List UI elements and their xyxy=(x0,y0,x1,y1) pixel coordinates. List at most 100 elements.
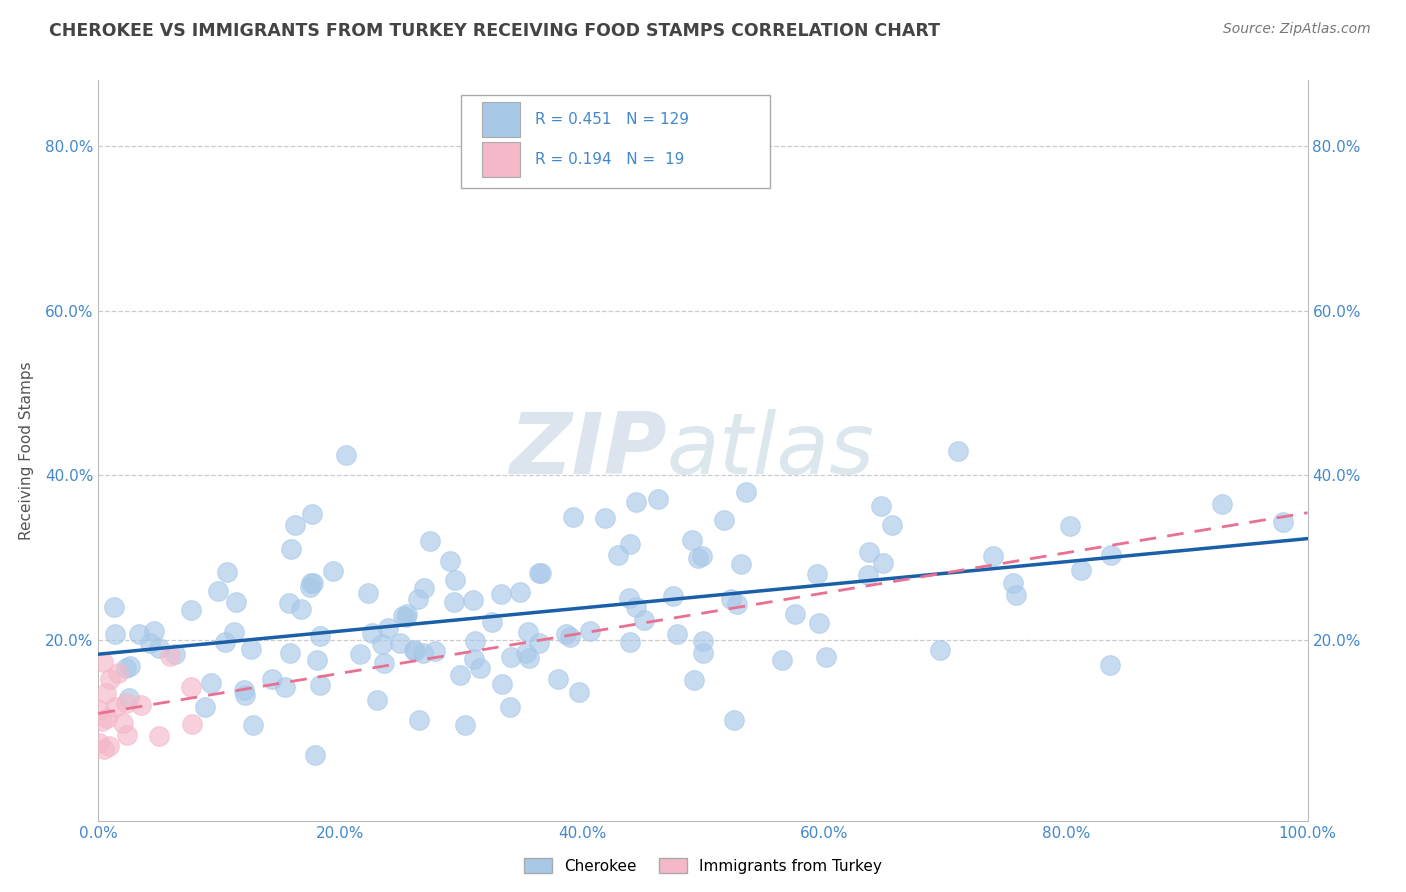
Point xyxy=(681,533,703,547)
Point xyxy=(439,554,461,568)
Point xyxy=(232,682,254,697)
Point xyxy=(111,716,134,731)
Point xyxy=(240,641,263,656)
Point xyxy=(619,635,641,649)
Point xyxy=(118,691,141,706)
Point xyxy=(619,537,641,551)
Point xyxy=(114,696,136,710)
Point xyxy=(1099,658,1122,673)
Point xyxy=(406,592,429,607)
Point xyxy=(139,636,162,650)
Point xyxy=(626,600,648,615)
Point xyxy=(225,595,247,609)
Point xyxy=(683,673,706,687)
Point xyxy=(274,680,297,694)
Point xyxy=(491,677,513,691)
Point xyxy=(394,609,416,624)
Point xyxy=(470,661,492,675)
Point xyxy=(222,624,245,639)
Point xyxy=(730,558,752,572)
Point xyxy=(262,672,284,686)
Point xyxy=(405,644,427,658)
Point xyxy=(1099,549,1122,563)
Point xyxy=(560,630,582,644)
Point xyxy=(91,714,114,728)
Point xyxy=(723,713,745,727)
Point xyxy=(200,676,222,690)
Point xyxy=(807,615,830,630)
Point xyxy=(690,549,713,563)
Point xyxy=(93,741,115,756)
Point xyxy=(529,566,551,580)
Point xyxy=(633,613,655,627)
Bar xyxy=(482,142,520,178)
Point xyxy=(377,621,399,635)
Point xyxy=(527,636,550,650)
Point xyxy=(163,647,186,661)
Point xyxy=(517,625,540,640)
Point xyxy=(98,739,121,754)
Point xyxy=(619,591,641,606)
Point xyxy=(491,586,513,600)
Point xyxy=(661,590,683,604)
Point xyxy=(713,513,735,527)
Point xyxy=(686,550,709,565)
Point xyxy=(412,646,434,660)
Point xyxy=(783,607,806,621)
Point xyxy=(107,665,129,680)
Point xyxy=(207,583,229,598)
Point xyxy=(304,748,326,763)
Point xyxy=(423,644,446,658)
Point xyxy=(148,640,170,655)
Point xyxy=(1211,497,1233,511)
Point xyxy=(302,575,325,590)
Point xyxy=(1070,563,1092,577)
Point xyxy=(464,633,486,648)
Point xyxy=(104,699,127,714)
Point xyxy=(1002,576,1025,591)
Point xyxy=(515,646,537,660)
Point xyxy=(301,508,323,522)
Point xyxy=(278,596,301,610)
Point xyxy=(335,449,357,463)
Legend: Cherokee, Immigrants from Turkey: Cherokee, Immigrants from Turkey xyxy=(517,852,889,880)
Point xyxy=(131,698,153,712)
Point xyxy=(404,642,426,657)
Point xyxy=(554,627,576,641)
Point xyxy=(578,624,600,638)
Point xyxy=(607,548,630,562)
Point xyxy=(870,500,893,514)
Point xyxy=(349,647,371,661)
FancyBboxPatch shape xyxy=(461,95,769,187)
Point xyxy=(444,573,467,587)
Point xyxy=(215,565,238,579)
Y-axis label: Receiving Food Stamps: Receiving Food Stamps xyxy=(18,361,34,540)
Point xyxy=(1059,519,1081,533)
Point xyxy=(366,693,388,707)
Point xyxy=(87,703,110,717)
Point xyxy=(735,484,758,499)
Point xyxy=(882,517,904,532)
Point xyxy=(309,678,332,692)
Point xyxy=(481,615,503,629)
Point xyxy=(361,626,384,640)
Text: Source: ZipAtlas.com: Source: ZipAtlas.com xyxy=(1223,22,1371,37)
Point xyxy=(89,736,111,750)
Bar xyxy=(482,102,520,137)
Point xyxy=(103,600,125,615)
Point xyxy=(194,699,217,714)
Point xyxy=(449,668,471,682)
Point xyxy=(396,607,419,622)
Text: CHEROKEE VS IMMIGRANTS FROM TURKEY RECEIVING FOOD STAMPS CORRELATION CHART: CHEROKEE VS IMMIGRANTS FROM TURKEY RECEI… xyxy=(49,22,941,40)
Point xyxy=(856,568,879,582)
Point xyxy=(290,602,312,616)
Point xyxy=(280,647,302,661)
Point xyxy=(180,680,202,694)
Point xyxy=(280,542,302,557)
Text: atlas: atlas xyxy=(666,409,875,492)
Point xyxy=(501,650,523,665)
Point xyxy=(1005,588,1028,602)
Point xyxy=(322,564,344,578)
Point xyxy=(692,646,714,660)
Point xyxy=(299,576,322,591)
